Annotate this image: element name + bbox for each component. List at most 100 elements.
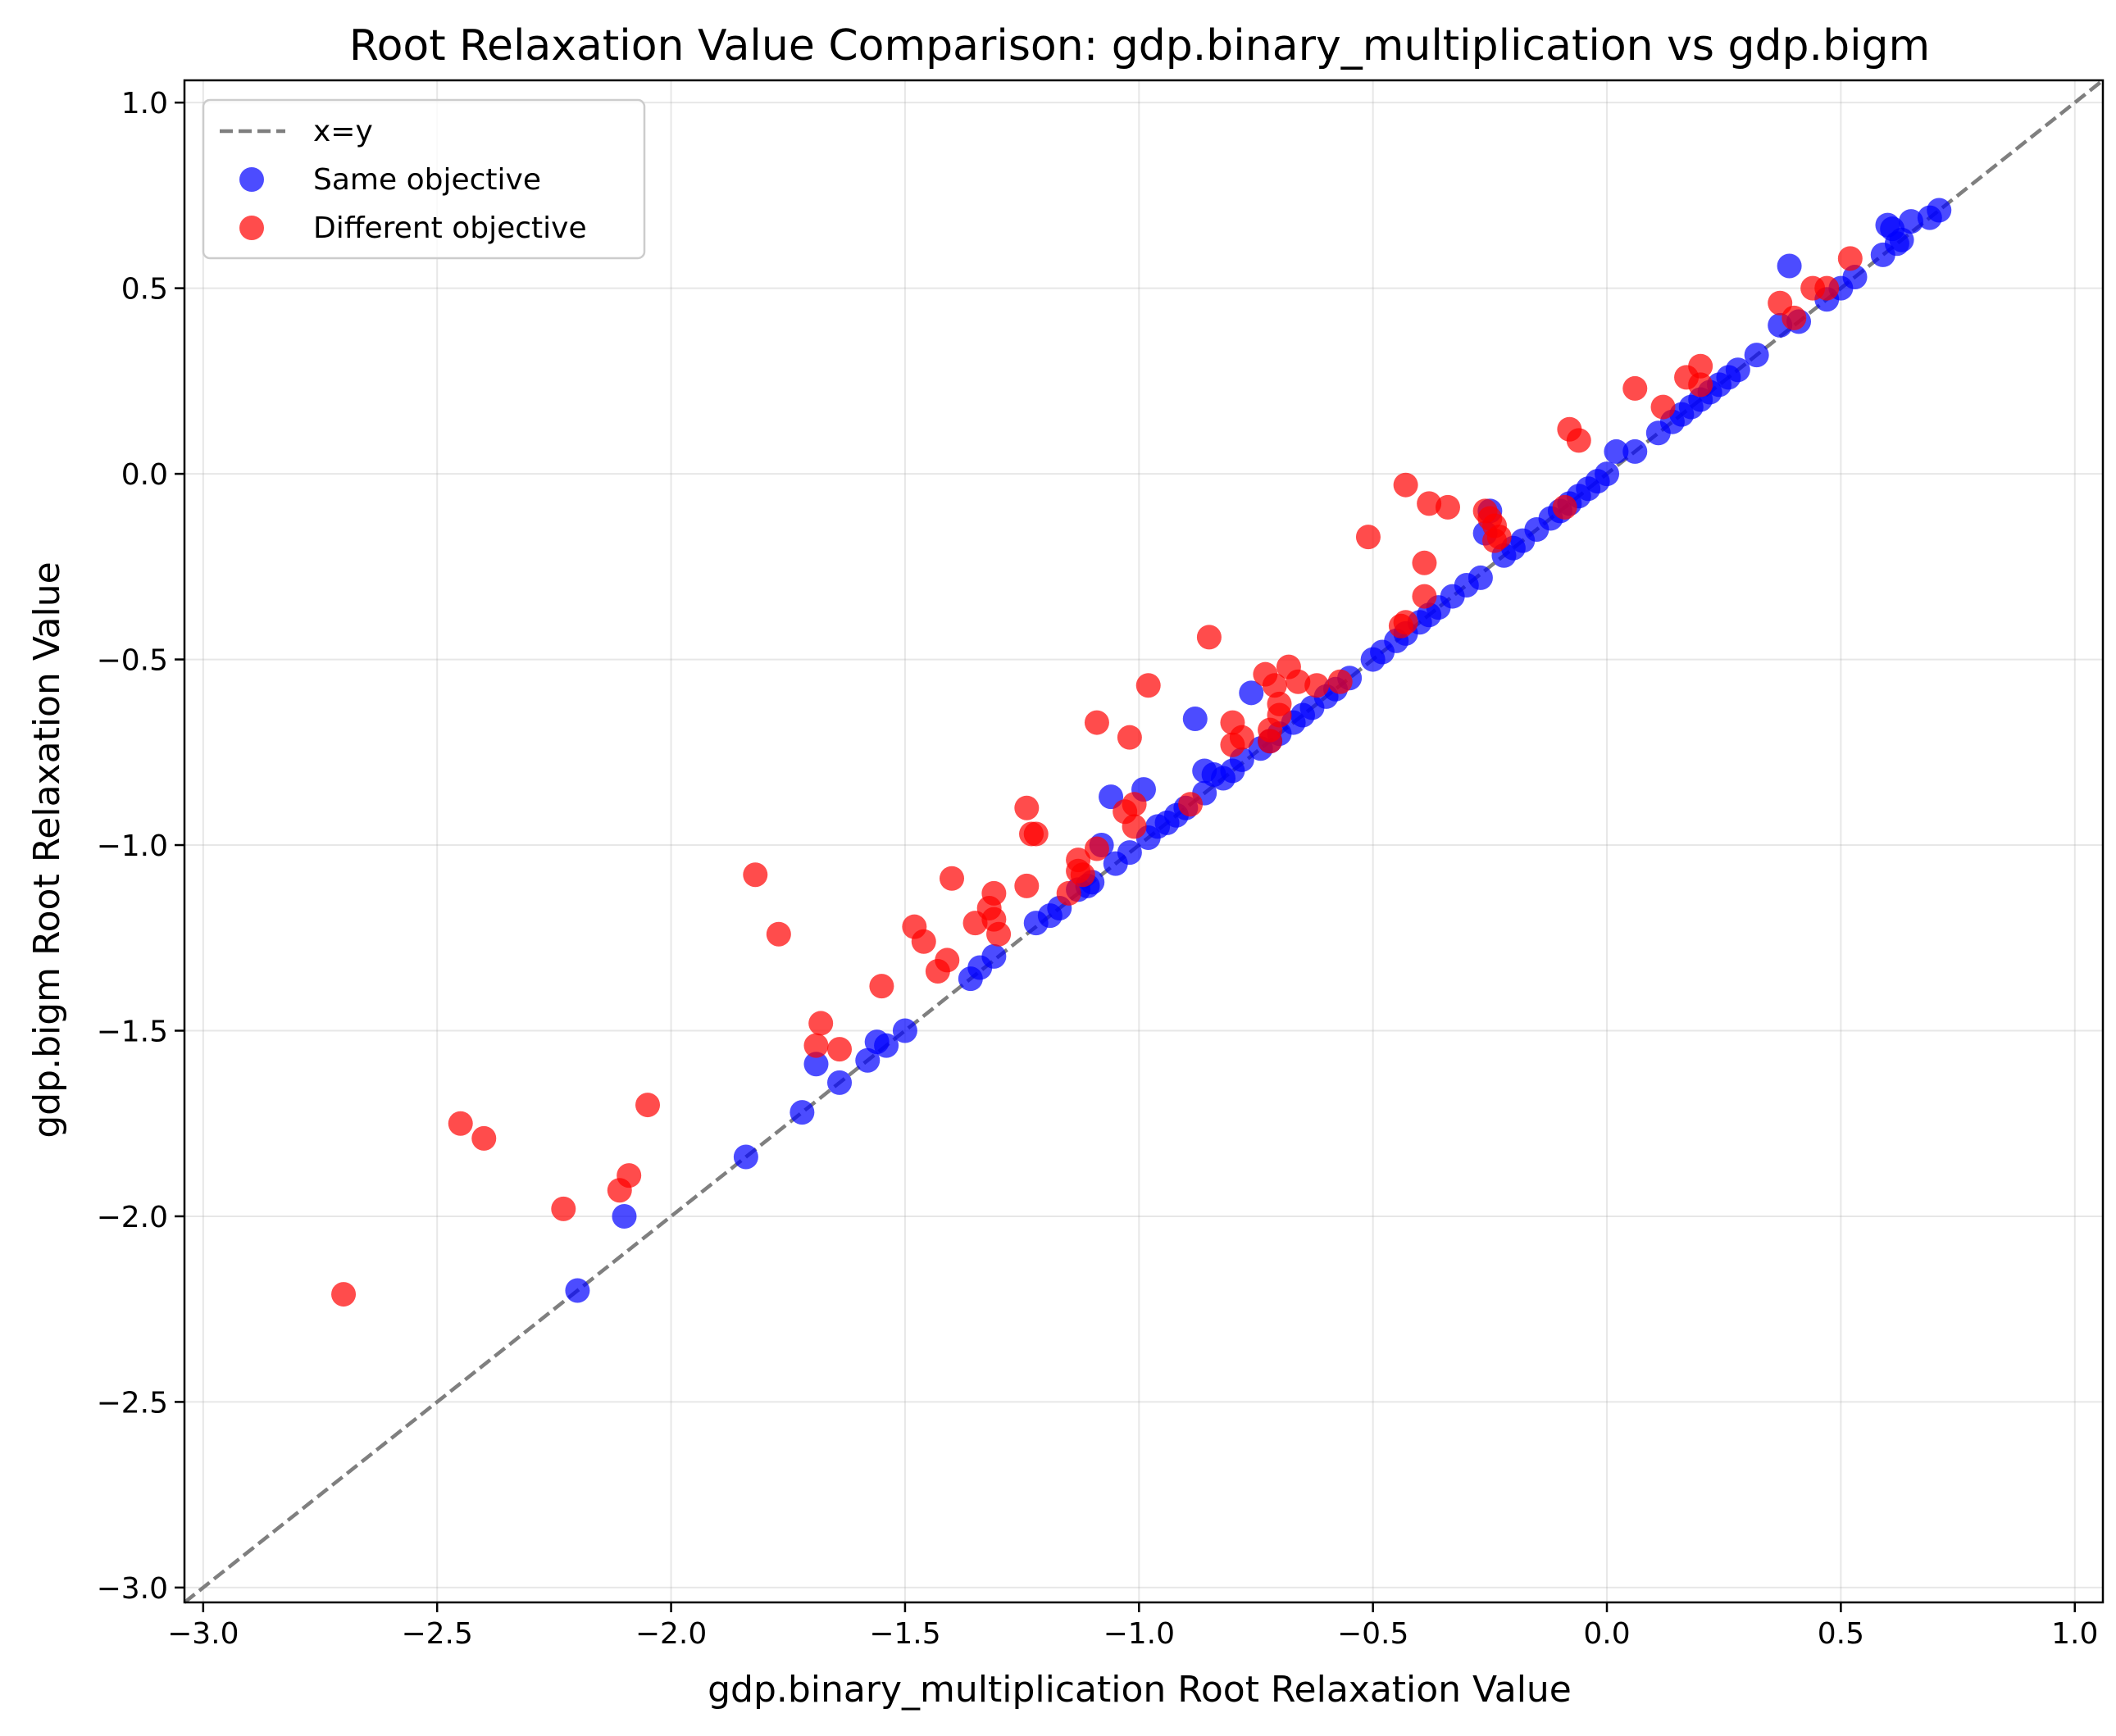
point-different-objective [981, 880, 1007, 906]
point-different-objective [1258, 729, 1283, 754]
point-same-objective [1777, 253, 1802, 279]
point-same-objective [803, 1052, 829, 1077]
point-same-objective [1239, 680, 1264, 706]
point-different-objective [1417, 491, 1442, 516]
point-different-objective [808, 1011, 834, 1036]
point-different-objective [1229, 725, 1254, 750]
point-different-objective [1117, 725, 1142, 750]
point-different-objective [1122, 814, 1147, 839]
point-different-objective [940, 866, 964, 891]
point-different-objective [1552, 494, 1577, 520]
point-different-objective [986, 921, 1012, 947]
series-1 [331, 246, 1863, 1307]
point-different-objective [1122, 792, 1147, 817]
y-tick-label: 0.5 [121, 273, 168, 307]
point-different-objective [1286, 669, 1311, 694]
y-tick-label: −2.5 [97, 1386, 168, 1420]
point-different-objective [448, 1111, 473, 1136]
point-same-objective [790, 1100, 815, 1125]
point-different-objective [471, 1125, 497, 1151]
point-different-objective [1486, 525, 1512, 550]
point-different-objective [1178, 792, 1204, 817]
legend-label-different: Different objective [313, 211, 587, 245]
point-same-objective [827, 1070, 853, 1095]
y-tick-label: −0.5 [97, 644, 168, 678]
point-different-objective [1566, 428, 1591, 453]
point-different-objective [1084, 710, 1109, 735]
x-tick-label: −3.0 [167, 1617, 239, 1651]
point-different-objective [1814, 275, 1840, 301]
plot-frame [183, 79, 2105, 1604]
point-different-objective [1327, 669, 1353, 694]
x-tick-label: −0.5 [1337, 1617, 1408, 1651]
legend-marker-same [239, 167, 264, 192]
y-axis-label: gdp.bigm Root Relaxation Value [26, 561, 68, 1138]
x-tick-label: 0.0 [1583, 1617, 1630, 1651]
series-0 [565, 198, 1952, 1303]
point-same-objective [1117, 840, 1142, 866]
y-tick-label: −1.5 [97, 1015, 168, 1048]
point-same-objective [1744, 343, 1769, 368]
y-tick-label: 0.0 [121, 458, 168, 492]
point-different-objective [1014, 795, 1040, 820]
x-tick-label: −1.0 [1104, 1617, 1175, 1651]
y-tick-label: 1.0 [121, 87, 168, 120]
x-axis-label: gdp.binary_multiplication Root Relaxatio… [708, 1669, 1572, 1711]
point-different-objective [803, 1033, 829, 1058]
point-same-objective [892, 1018, 917, 1043]
point-different-objective [1070, 862, 1095, 888]
point-different-objective [935, 948, 960, 973]
point-same-objective [1899, 209, 1923, 234]
legend-marker-different [239, 216, 264, 240]
point-different-objective [1837, 246, 1863, 271]
point-different-objective [1622, 375, 1648, 401]
point-different-objective [635, 1093, 661, 1118]
point-different-objective [1084, 836, 1109, 861]
point-same-objective [1595, 461, 1620, 487]
point-same-objective [874, 1033, 899, 1058]
x-axis: −3.0 −2.5 −2.0 −1.5 −1.0 −0.5 0.0 0.5 1.0 [167, 1602, 2098, 1651]
point-different-objective [743, 862, 768, 888]
y-axis: −3.0 −2.5 −2.0 −1.5 −1.0 −0.5 0.0 0.5 1.0 [97, 87, 184, 1606]
y-tick-label: −2.0 [97, 1201, 168, 1234]
point-same-objective [1622, 439, 1648, 464]
point-different-objective [1393, 610, 1418, 635]
point-same-objective [565, 1278, 590, 1303]
x-tick-label: 0.5 [1818, 1617, 1864, 1651]
legend: x=y Same objective Different objective [202, 98, 646, 260]
legend-box [202, 98, 646, 260]
point-different-objective [1023, 821, 1049, 847]
x-tick-label: −2.0 [635, 1617, 707, 1651]
point-same-objective [1927, 198, 1952, 223]
x-tick-label: −2.5 [401, 1617, 472, 1651]
x-tick-label: −1.5 [869, 1617, 940, 1651]
legend-label-same: Same objective [313, 163, 541, 197]
point-different-objective [1412, 584, 1437, 609]
point-same-objective [1468, 565, 1493, 590]
y-tick-label: −3.0 [97, 1572, 168, 1606]
point-different-objective [827, 1037, 853, 1062]
point-different-objective [617, 1163, 642, 1188]
point-same-objective [1604, 439, 1629, 464]
point-same-objective [1182, 707, 1208, 732]
data-points [331, 198, 1952, 1307]
x-tick-label: 1.0 [2051, 1617, 2098, 1651]
point-different-objective [1135, 673, 1161, 698]
point-different-objective [1688, 372, 1713, 398]
point-same-objective [1842, 265, 1868, 290]
point-different-objective [331, 1282, 357, 1307]
point-different-objective [1355, 525, 1381, 550]
point-different-objective [1650, 394, 1676, 420]
point-different-objective [1304, 673, 1330, 698]
point-different-objective [551, 1196, 576, 1221]
point-same-objective [1889, 227, 1914, 252]
point-different-objective [1196, 625, 1222, 650]
point-same-objective [1725, 357, 1750, 383]
point-different-objective [766, 921, 791, 947]
point-different-objective [1262, 673, 1287, 698]
point-different-objective [911, 929, 936, 954]
point-different-objective [1056, 880, 1081, 906]
point-same-objective [855, 1048, 881, 1073]
